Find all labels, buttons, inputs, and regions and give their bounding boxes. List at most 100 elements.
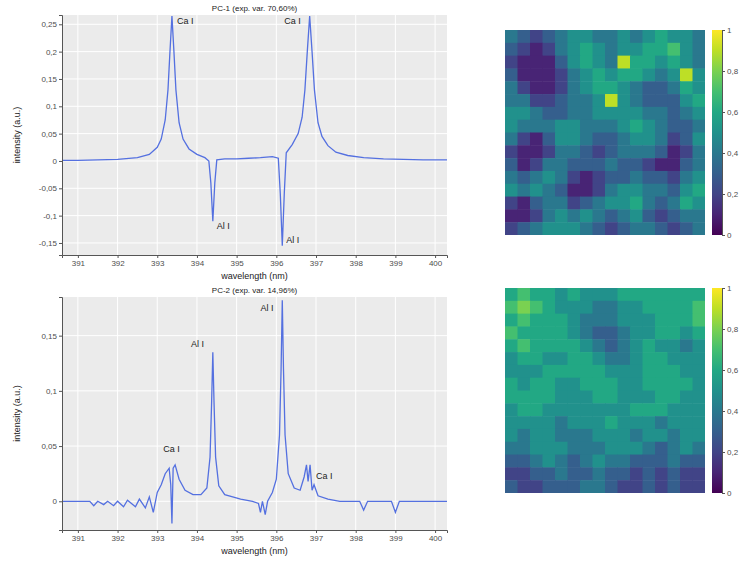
cell bbox=[693, 94, 706, 107]
cell bbox=[518, 145, 531, 158]
tick-mark bbox=[59, 336, 62, 337]
grid-line bbox=[62, 78, 447, 79]
tick-mark bbox=[59, 79, 62, 80]
tick: 0,6 bbox=[722, 108, 739, 117]
cell bbox=[593, 326, 606, 339]
cell bbox=[530, 133, 543, 146]
grid-line bbox=[276, 297, 277, 530]
cell bbox=[668, 314, 681, 327]
tick-label: 392 bbox=[111, 534, 125, 543]
cell bbox=[555, 68, 568, 81]
cell bbox=[680, 107, 693, 120]
tick-label: 0,25 bbox=[41, 20, 57, 29]
tick-label: 0 bbox=[53, 157, 58, 166]
cell bbox=[655, 326, 668, 339]
cell bbox=[580, 455, 593, 468]
cell bbox=[568, 352, 581, 365]
cell bbox=[693, 171, 706, 184]
cell bbox=[543, 391, 556, 404]
cell bbox=[655, 403, 668, 416]
tick-label: 0,05 bbox=[41, 130, 57, 139]
cell bbox=[593, 301, 606, 314]
cell bbox=[593, 403, 606, 416]
cell bbox=[543, 30, 556, 43]
cell bbox=[543, 314, 556, 327]
cell bbox=[668, 339, 681, 352]
tick: 391 bbox=[72, 255, 86, 268]
cell bbox=[655, 222, 668, 235]
figure: 391392393394395396397398399400-0,15-0,1-… bbox=[0, 0, 750, 565]
cell bbox=[630, 301, 643, 314]
cell bbox=[505, 133, 518, 146]
cell bbox=[568, 378, 581, 391]
cell bbox=[668, 403, 681, 416]
x-axis-title: wavelength (nm) bbox=[220, 271, 288, 281]
cell bbox=[643, 94, 656, 107]
peak-label: Ca I bbox=[316, 471, 333, 481]
cell bbox=[530, 391, 543, 404]
cell bbox=[618, 171, 631, 184]
tick-mark bbox=[59, 216, 62, 217]
y-axis-title: intensity (a.u.) bbox=[12, 107, 22, 164]
cell bbox=[505, 326, 518, 339]
cell bbox=[655, 94, 668, 107]
cell bbox=[593, 56, 606, 69]
tick-mark bbox=[59, 161, 62, 162]
grid bbox=[62, 15, 447, 255]
cell bbox=[630, 442, 643, 455]
cell bbox=[543, 442, 556, 455]
cell bbox=[543, 56, 556, 69]
cell bbox=[680, 314, 693, 327]
cell bbox=[593, 171, 606, 184]
cell bbox=[655, 209, 668, 222]
cell bbox=[643, 222, 656, 235]
color-axis: 00,20,40,60,81 bbox=[722, 284, 739, 498]
cell bbox=[630, 365, 643, 378]
cell bbox=[555, 209, 568, 222]
tick-mark bbox=[395, 255, 396, 258]
cell bbox=[605, 107, 618, 120]
cell bbox=[530, 30, 543, 43]
cell bbox=[543, 68, 556, 81]
cell bbox=[618, 56, 631, 69]
peak-label: Al I bbox=[286, 235, 299, 245]
cell bbox=[505, 120, 518, 133]
cell bbox=[668, 94, 681, 107]
tick: 1 bbox=[722, 284, 732, 293]
cell bbox=[680, 145, 693, 158]
cell bbox=[505, 352, 518, 365]
y-axis: 00,050,10,15 bbox=[41, 298, 62, 531]
cell bbox=[518, 56, 531, 69]
cell bbox=[518, 467, 531, 480]
cell bbox=[555, 56, 568, 69]
cell bbox=[543, 81, 556, 94]
cell bbox=[630, 314, 643, 327]
cell bbox=[568, 222, 581, 235]
cell bbox=[630, 30, 643, 43]
cell bbox=[605, 416, 618, 429]
tick-label: 393 bbox=[151, 259, 165, 268]
cell bbox=[605, 326, 618, 339]
tick-mark bbox=[722, 288, 725, 289]
cell bbox=[555, 107, 568, 120]
cell bbox=[630, 209, 643, 222]
cell bbox=[680, 467, 693, 480]
tick-mark bbox=[722, 153, 725, 154]
cell bbox=[568, 455, 581, 468]
plot-background bbox=[62, 297, 447, 530]
tick-mark bbox=[722, 194, 725, 195]
cell bbox=[618, 209, 631, 222]
cell bbox=[580, 301, 593, 314]
cell bbox=[580, 107, 593, 120]
cell bbox=[630, 288, 643, 301]
cell bbox=[618, 391, 631, 404]
cell bbox=[643, 171, 656, 184]
cell bbox=[518, 68, 531, 81]
cell bbox=[655, 171, 668, 184]
cell bbox=[630, 467, 643, 480]
cell bbox=[568, 416, 581, 429]
cell bbox=[630, 171, 643, 184]
cell bbox=[518, 43, 531, 56]
chart-title: PC-2 (exp. var. 14,96%) bbox=[212, 286, 298, 295]
tick: 398 bbox=[350, 255, 364, 268]
